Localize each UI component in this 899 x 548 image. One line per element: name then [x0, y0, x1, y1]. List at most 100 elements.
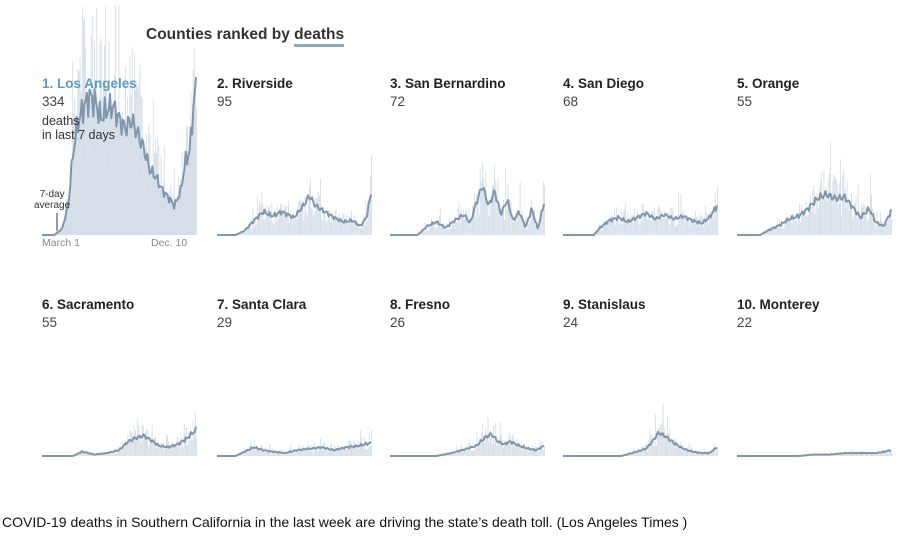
daily-death-bar: [499, 212, 501, 235]
daily-death-bar: [110, 450, 112, 456]
daily-death-bar: [192, 419, 194, 456]
daily-death-bar: [648, 214, 650, 235]
daily-death-bar: [354, 444, 356, 456]
daily-death-bar: [641, 446, 643, 456]
daily-death-bar: [366, 221, 368, 235]
daily-death-bar: [427, 229, 429, 235]
daily-death-bar: [141, 98, 143, 235]
daily-death-bar: [703, 217, 705, 235]
daily-death-bar: [642, 446, 644, 456]
daily-death-bar: [128, 441, 130, 456]
daily-death-bar: [512, 436, 514, 456]
daily-death-bar: [335, 208, 337, 235]
daily-death-bar: [787, 216, 789, 235]
daily-death-bar: [336, 448, 338, 456]
daily-death-bar: [786, 217, 788, 235]
daily-death-bar: [328, 448, 330, 456]
daily-death-bar: [146, 428, 148, 456]
daily-death-bar: [497, 178, 499, 235]
daily-death-bar: [303, 220, 305, 235]
daily-death-bar: [151, 180, 153, 235]
daily-death-bar: [450, 454, 452, 456]
daily-death-bar: [684, 215, 686, 235]
daily-death-bar: [122, 443, 124, 456]
daily-death-bar: [531, 208, 533, 235]
daily-death-bar: [256, 446, 258, 456]
daily-death-bar: [344, 220, 346, 235]
daily-death-bar: [155, 436, 156, 456]
daily-death-bar: [529, 448, 531, 456]
daily-death-bar: [833, 174, 835, 235]
daily-death-bar: [462, 449, 463, 456]
daily-death-bar: [877, 452, 879, 456]
daily-death-bar: [790, 214, 792, 235]
daily-death-bar: [196, 437, 197, 456]
daily-death-bar: [318, 195, 320, 235]
daily-death-bar: [74, 97, 76, 235]
daily-death-bar: [651, 210, 653, 235]
daily-death-bar: [463, 209, 465, 235]
daily-death-bar: [865, 207, 867, 235]
daily-death-bar: [832, 182, 834, 235]
daily-death-bar: [356, 222, 358, 235]
daily-death-bar: [270, 450, 272, 456]
daily-death-bar: [879, 212, 881, 235]
daily-death-bar: [831, 193, 833, 235]
daily-death-bar: [534, 209, 535, 235]
daily-death-bar: [157, 441, 159, 456]
daily-death-bar: [658, 426, 660, 456]
daily-death-bar: [459, 222, 461, 235]
daily-death-bar: [152, 439, 154, 456]
county-panel: 2. Riverside 95: [217, 0, 377, 238]
metric-selector[interactable]: deaths: [294, 26, 345, 47]
daily-death-bar: [101, 98, 103, 235]
daily-death-bar: [670, 439, 672, 456]
daily-death-bar: [490, 433, 492, 456]
daily-death-bar: [362, 229, 364, 235]
daily-death-bar: [99, 42, 101, 235]
daily-death-bar: [334, 210, 336, 235]
daily-death-bar: [668, 432, 670, 456]
daily-death-bar: [791, 223, 793, 235]
daily-death-bar: [789, 219, 790, 235]
daily-death-bar: [141, 425, 143, 456]
daily-death-bar: [176, 441, 177, 456]
daily-death-bar: [883, 449, 885, 456]
daily-death-bar: [322, 220, 324, 235]
daily-death-bar: [276, 452, 278, 456]
daily-death-bar: [475, 216, 477, 235]
daily-death-bar: [633, 450, 635, 456]
daily-death-bar: [139, 436, 141, 456]
daily-death-bar: [181, 437, 183, 456]
daily-death-bar: [371, 430, 372, 456]
daily-death-bar: [194, 412, 196, 456]
daily-death-bar: [886, 452, 888, 456]
daily-death-bar: [450, 228, 452, 235]
daily-death-bar: [259, 201, 260, 235]
daily-death-bar: [542, 450, 544, 456]
daily-death-bar: [653, 445, 655, 456]
daily-death-bar: [104, 454, 105, 456]
daily-death-bar: [792, 213, 794, 235]
daily-death-bar: [111, 135, 113, 235]
daily-death-bar: [885, 221, 887, 235]
daily-death-bar: [601, 229, 603, 235]
daily-death-bar: [664, 218, 666, 235]
daily-death-bar: [676, 441, 677, 456]
daily-death-bar: [342, 212, 344, 235]
seven-day-average-line: [390, 432, 545, 457]
county-sparkline: [563, 186, 718, 236]
daily-death-bar: [878, 452, 880, 456]
daily-death-bar: [355, 226, 357, 235]
daily-death-bar: [454, 221, 456, 235]
daily-death-bar: [692, 222, 694, 235]
daily-death-bar: [859, 218, 861, 235]
daily-death-bar: [239, 233, 241, 235]
daily-death-bar: [491, 185, 493, 235]
daily-death-bar: [433, 222, 435, 235]
daily-death-bar: [81, 449, 83, 456]
daily-death-bar: [498, 436, 500, 456]
daily-death-bar: [326, 221, 328, 235]
daily-death-bar: [638, 448, 640, 456]
daily-death-bar: [698, 222, 700, 235]
